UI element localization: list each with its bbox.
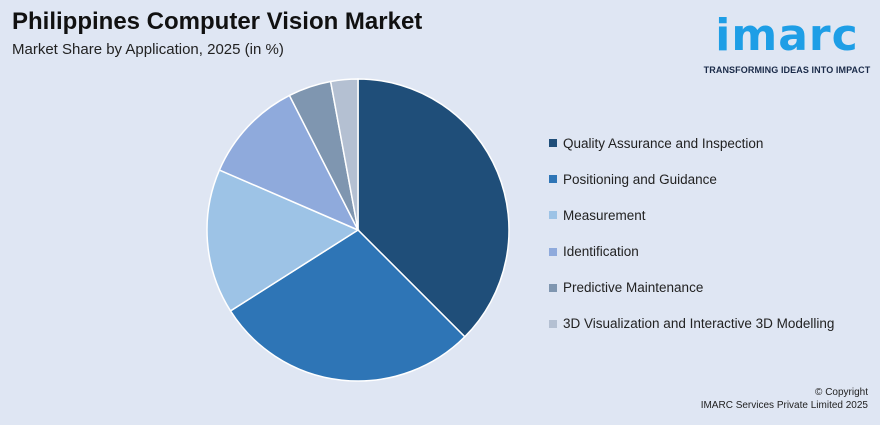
legend-item: Quality Assurance and Inspection — [549, 134, 869, 152]
legend-swatch — [549, 319, 557, 328]
copyright-notice: © Copyright IMARC Services Private Limit… — [701, 386, 868, 412]
chart-subtitle: Market Share by Application, 2025 (in %) — [12, 41, 284, 58]
logo-wordmark: imarc — [715, 10, 859, 61]
logo-tagline: TRANSFORMING IDEAS INTO IMPACT — [703, 65, 871, 75]
legend-item: Predictive Maintenance — [549, 279, 869, 297]
chart-title: Philippines Computer Vision Market — [12, 8, 423, 35]
legend-swatch — [549, 247, 557, 256]
pie-slice-4 — [218, 94, 360, 232]
legend-swatch — [549, 211, 557, 220]
legend-label: Quality Assurance and Inspection — [563, 135, 764, 151]
pie-chart — [206, 78, 510, 382]
legend-label: Identification — [563, 244, 639, 260]
legend-swatch — [549, 283, 557, 292]
imarc-logo: imarc TRANSFORMING IDEAS INTO IMPACT — [703, 12, 871, 82]
legend-swatch — [549, 175, 557, 184]
legend-item: Measurement — [549, 206, 869, 224]
legend-item: 3D Visualization and Interactive 3D Mode… — [549, 315, 869, 333]
legend-swatch — [549, 139, 557, 147]
legend-label: Positioning and Guidance — [563, 171, 717, 187]
legend-item: Identification — [549, 243, 869, 261]
copyright-line-2: IMARC Services Private Limited 2025 — [700, 400, 868, 411]
chart-legend: Quality Assurance and Inspection Position… — [549, 134, 869, 351]
pie-slice-2 — [229, 229, 466, 382]
legend-label: 3D Visualization and Interactive 3D Mode… — [563, 316, 835, 332]
pie-slice-3 — [206, 169, 360, 312]
pie-slice-6 — [329, 78, 359, 231]
legend-item: Positioning and Guidance — [549, 170, 869, 188]
legend-label: Measurement — [563, 207, 646, 223]
legend-label: Predictive Maintenance — [563, 280, 704, 296]
copyright-line-1: © Copyright — [815, 387, 868, 398]
pie-slice-1 — [357, 78, 510, 338]
